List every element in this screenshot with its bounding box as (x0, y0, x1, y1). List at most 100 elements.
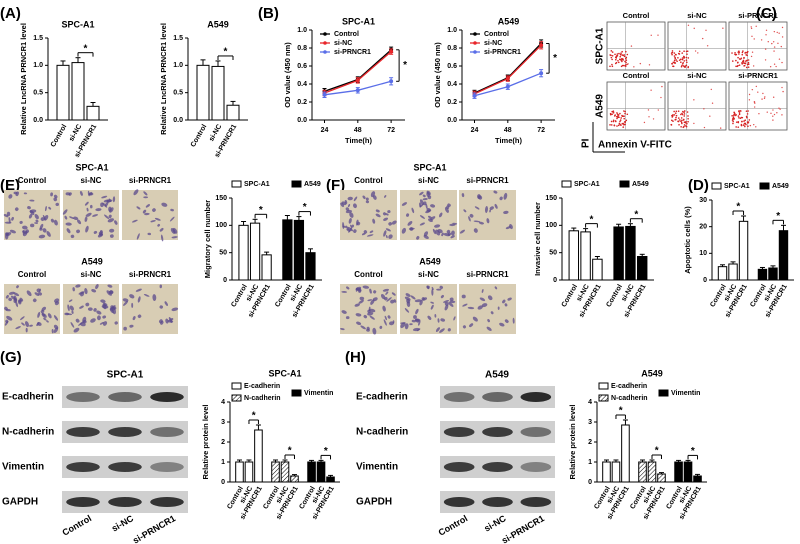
flow-dot (747, 66, 750, 68)
flow-dot (683, 124, 686, 126)
cell (4, 320, 9, 326)
cell (142, 209, 147, 214)
legend-label: N-cadherin (244, 395, 281, 402)
flow-dot (616, 112, 618, 114)
bar (326, 476, 335, 483)
cell (401, 227, 407, 234)
cell (440, 318, 446, 322)
cell (85, 302, 90, 307)
cell (70, 322, 75, 328)
cell (15, 326, 21, 330)
flow-dot (673, 110, 675, 113)
bar (244, 461, 254, 483)
cell (365, 200, 370, 204)
flow-dot (680, 117, 683, 119)
flow-dot (779, 108, 781, 110)
flow-dot (765, 29, 768, 31)
flow-dot (672, 120, 674, 122)
legend-swatch (231, 180, 242, 188)
cell (359, 296, 365, 301)
cell (409, 227, 414, 231)
cell (384, 315, 387, 321)
blot-row-label: Vimentin (2, 462, 44, 473)
cell (346, 286, 350, 290)
flow-dot (781, 114, 783, 116)
legend-label: SPC-A1 (244, 181, 270, 188)
flow-dot (771, 42, 773, 45)
flow-dot (686, 111, 689, 113)
flow-dot (747, 61, 750, 64)
cell (8, 216, 11, 224)
bar (254, 429, 263, 483)
flow-dot (661, 85, 663, 88)
y-axis-label: Migratory cell number (203, 200, 212, 278)
cell (169, 216, 175, 222)
micrograph (459, 284, 516, 334)
significance-label: * (224, 47, 228, 58)
cell (75, 284, 81, 288)
cell (38, 292, 42, 296)
cell (73, 327, 80, 333)
legend-label: Control (484, 31, 509, 38)
y-tick-label: 2 (588, 439, 592, 446)
flow-dot (748, 93, 751, 96)
column-label: si-PRNCR1 (466, 176, 509, 185)
image-group-title: A549 (81, 256, 103, 266)
cell (409, 323, 413, 326)
significance-label: * (553, 53, 557, 64)
bar (307, 461, 316, 483)
cell (385, 213, 389, 216)
flow-dot (741, 116, 744, 119)
cell (47, 313, 52, 319)
flow-dot (614, 56, 617, 59)
flow-dot (737, 121, 740, 124)
flow-dot (615, 115, 618, 118)
flow-dot (780, 45, 782, 48)
y-tick-label: 3 (588, 419, 592, 426)
cell (436, 288, 442, 291)
flow-dot (744, 125, 746, 128)
cell (5, 308, 11, 312)
cell (416, 235, 420, 240)
flow-dot (722, 27, 724, 29)
flow-dot (616, 54, 618, 57)
bar (293, 219, 305, 281)
cell (84, 201, 89, 206)
cell (361, 232, 366, 236)
y-tick-label: 0.8 (297, 45, 307, 52)
cell (369, 230, 374, 233)
cell (479, 297, 486, 302)
column-label: si-PRNCR1 (129, 176, 172, 185)
cell (461, 294, 466, 299)
flow-dot (687, 24, 690, 26)
flow-dot (650, 34, 652, 36)
flow-dot (705, 29, 707, 31)
flow-dot (734, 51, 736, 54)
cell (449, 297, 454, 302)
cell (434, 224, 441, 228)
cell (41, 306, 47, 311)
flow-dot (678, 59, 681, 61)
bar (71, 62, 85, 121)
blot-band (520, 392, 552, 402)
legend-swatch (619, 180, 630, 188)
cell (423, 231, 429, 237)
cell (385, 234, 388, 239)
bar (625, 225, 636, 281)
cell (494, 203, 498, 209)
cell (32, 298, 37, 303)
y-tick-label: 0 (703, 277, 707, 284)
cell (481, 303, 488, 308)
blot-row-label: Vimentin (356, 462, 398, 473)
cell (101, 195, 108, 199)
flow-dot (761, 98, 763, 100)
flow-dot (677, 52, 680, 55)
flow-dot (622, 58, 624, 60)
flow-dot (610, 50, 613, 52)
cell (143, 196, 148, 199)
y-tick-label: 4 (588, 399, 592, 406)
cell (109, 207, 114, 213)
y-tick-label: 0.6 (297, 63, 307, 70)
cell (35, 219, 39, 223)
cell (131, 302, 134, 308)
